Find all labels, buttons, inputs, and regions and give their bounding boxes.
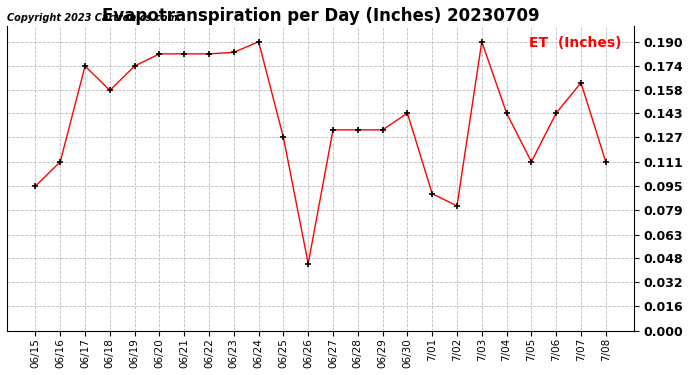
Text: ET  (Inches): ET (Inches) xyxy=(529,36,622,50)
Text: Copyright 2023 Cartronics.com: Copyright 2023 Cartronics.com xyxy=(7,13,177,24)
Title: Evapotranspiration per Day (Inches) 20230709: Evapotranspiration per Day (Inches) 2023… xyxy=(102,7,540,25)
